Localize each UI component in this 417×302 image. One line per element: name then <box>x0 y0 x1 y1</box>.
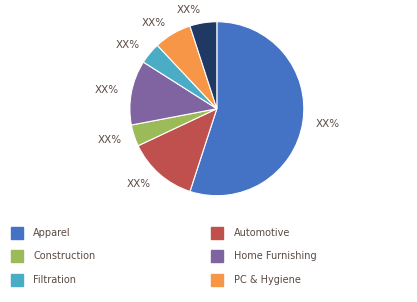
Text: XX%: XX% <box>316 119 340 129</box>
Text: PC & Hygiene: PC & Hygiene <box>234 275 300 285</box>
Text: Construction: Construction <box>33 251 95 261</box>
Wedge shape <box>157 26 217 109</box>
Wedge shape <box>131 109 217 146</box>
Text: XX%: XX% <box>177 5 201 15</box>
Text: XX%: XX% <box>98 135 122 145</box>
Wedge shape <box>130 62 217 125</box>
Text: Apparel: Apparel <box>33 228 71 238</box>
Text: XX%: XX% <box>95 85 118 95</box>
Text: Filtration: Filtration <box>33 275 76 285</box>
Text: Home Furnishing: Home Furnishing <box>234 251 316 261</box>
Text: XX%: XX% <box>142 18 166 27</box>
Text: Automotive: Automotive <box>234 228 290 238</box>
Text: XX%: XX% <box>127 179 151 189</box>
Wedge shape <box>143 45 217 109</box>
Wedge shape <box>190 22 304 196</box>
Wedge shape <box>138 109 217 191</box>
Text: XX%: XX% <box>116 40 140 50</box>
Wedge shape <box>190 22 217 109</box>
